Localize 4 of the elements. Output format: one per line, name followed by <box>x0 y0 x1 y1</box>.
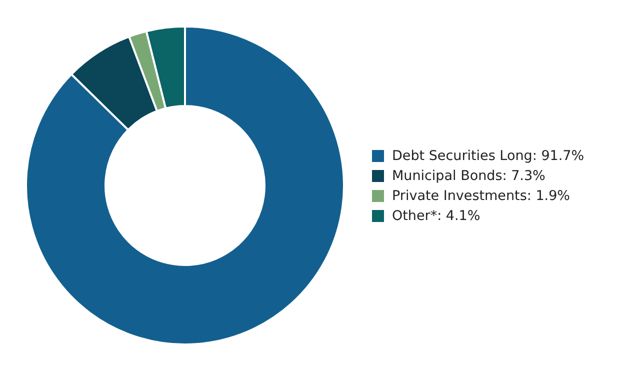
legend-label: Other*: 4.1% <box>392 208 480 224</box>
legend-label: Debt Securities Long: 91.7% <box>392 148 584 164</box>
legend-label: Private Investments: 1.9% <box>392 188 570 204</box>
legend-label: Municipal Bonds: 7.3% <box>392 168 546 184</box>
